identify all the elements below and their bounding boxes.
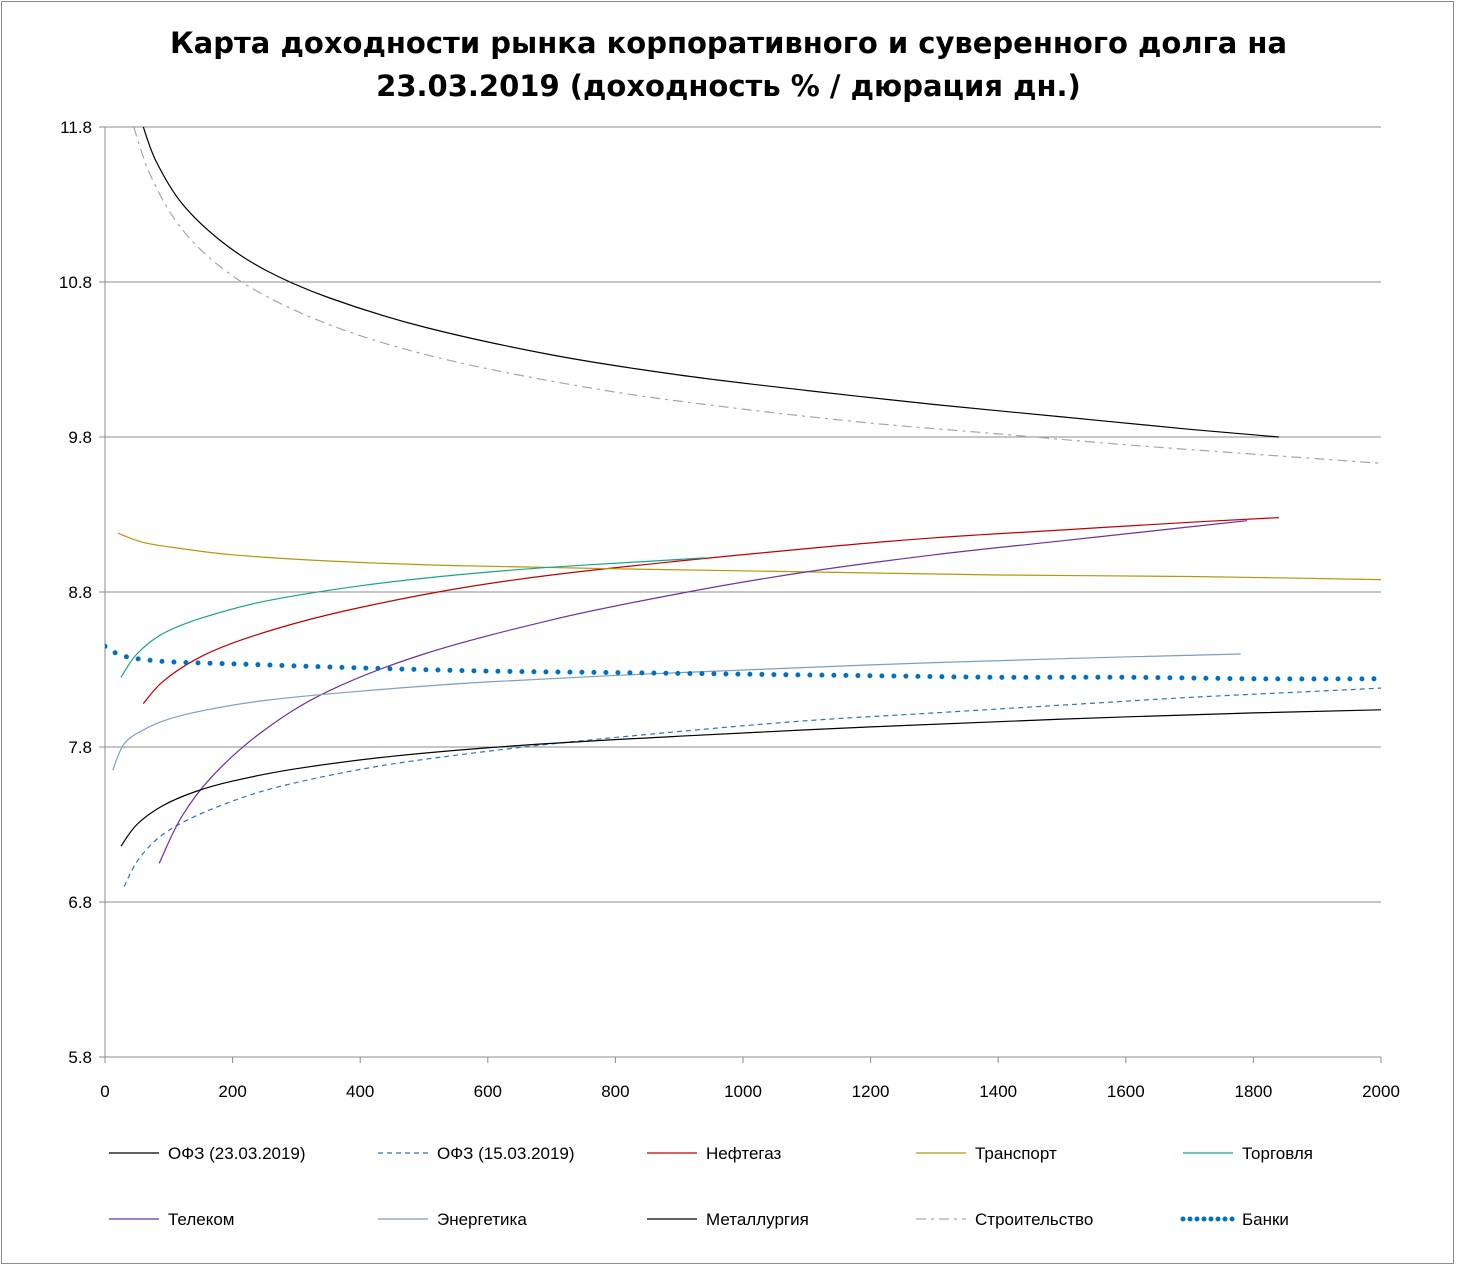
x-tick-label: 800 [601,1082,629,1101]
x-tick-label: 200 [218,1082,246,1101]
legend-label: Телеком [168,1210,234,1229]
legend-label: Энергетика [437,1210,527,1229]
axes [99,126,1382,1063]
legend-item: Торговля [1183,1144,1313,1163]
legend-item: Телеком [109,1210,234,1229]
series-lines [105,126,1383,887]
y-tick-label: 8.8 [68,583,92,602]
series-line-6 [112,653,1241,771]
legend-label: Торговля [1242,1144,1313,1163]
legend-item: Энергетика [378,1210,527,1229]
tick-labels: 5.8 6.8 7.8 8.8 9.8 10.8 11.8 0 200 400 600 800 1000… [59,118,1400,1101]
series-line-1 [123,687,1382,887]
x-tick-label: 600 [474,1082,502,1101]
legend-label: Нефтегаз [706,1144,781,1163]
series-line-9 [105,643,1383,682]
legend-item: Транспорт [916,1144,1057,1163]
chart-title: Карта доходности рынка корпоративного и … [0,22,1457,108]
legend-label: ОФЗ (23.03.2019) [168,1144,306,1163]
x-tick-label: 2000 [1362,1082,1400,1101]
x-tick-label: 1400 [979,1082,1017,1101]
legend-item: Металлургия [647,1210,809,1229]
series-line-7 [120,709,1382,847]
x-tick-label: 400 [346,1082,374,1101]
series-line-4 [120,557,705,678]
y-tick-label: 6.8 [68,893,92,912]
legend-item: Банки [1180,1210,1289,1229]
series-line-5 [158,520,1248,864]
series-line-8 [133,126,1382,464]
y-tick-label: 10.8 [59,273,92,292]
legend-label: ОФЗ (15.03.2019) [437,1144,575,1163]
y-tick-label: 11.8 [60,118,92,137]
series-line-0 [142,126,1279,438]
chart-title-line-2: 23.03.2019 (доходность % / дюрация дн.) [376,69,1081,103]
grid-lines [105,126,1381,1058]
y-tick-label: 5.8 [68,1048,92,1067]
x-tick-label: 1200 [852,1082,890,1101]
y-tick-label: 9.8 [68,428,92,447]
legend-label: Металлургия [706,1210,809,1229]
series-line-3 [117,532,1382,581]
x-tick-label: 1800 [1234,1082,1272,1101]
series-line-2 [142,517,1279,704]
x-tick-label: 0 [100,1082,109,1101]
legend-item: ОФЗ (23.03.2019) [109,1144,306,1163]
chart-title-line-1: Карта доходности рынка корпоративного и … [169,26,1288,60]
legend-label: Строительство [975,1210,1093,1229]
legend-item: ОФЗ (15.03.2019) [378,1144,575,1163]
legend-item: Строительство [916,1210,1093,1229]
legend: ОФЗ (23.03.2019) ОФЗ (15.03.2019) Нефтегаз… [109,1144,1313,1229]
y-tick-label: 7.8 [68,738,92,757]
x-tick-label: 1600 [1107,1082,1145,1101]
legend-item: Нефтегаз [647,1144,781,1163]
x-tick-label: 1000 [724,1082,762,1101]
legend-label: Транспорт [975,1144,1057,1163]
legend-label: Банки [1242,1210,1289,1229]
